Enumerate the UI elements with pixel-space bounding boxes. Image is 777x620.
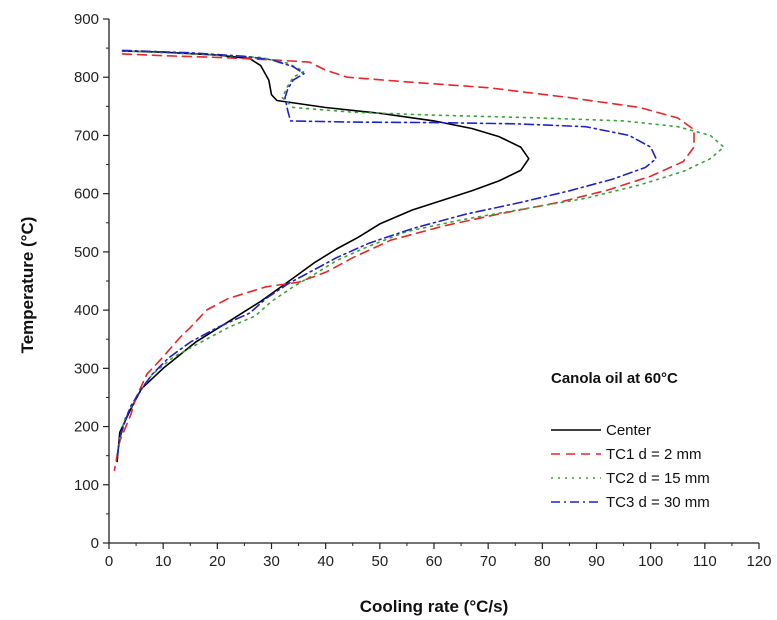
x-tick-label: 80	[534, 553, 551, 570]
legend-label-tc3: TC3 d = 30 mm	[606, 494, 710, 511]
x-tick-label: 20	[209, 553, 226, 570]
x-tick-label: 110	[693, 553, 717, 570]
x-tick-label: 0	[105, 553, 113, 570]
y-axis-title: Temperature (°C)	[18, 217, 37, 354]
y-tick-label: 600	[74, 186, 99, 203]
x-axis-title: Cooling rate (°C/s)	[360, 597, 508, 616]
x-tick-label: 120	[746, 553, 771, 570]
legend-label-center: Center	[606, 422, 651, 439]
x-tick-label: 60	[426, 553, 443, 570]
series-layer	[113, 49, 725, 471]
y-tick-label: 200	[74, 419, 99, 436]
series-line-tc3	[116, 49, 657, 458]
y-tick-label: 900	[74, 11, 99, 28]
y-tick-label: 800	[74, 69, 99, 86]
x-tick-label: 40	[317, 553, 334, 570]
legend: Center TC1 d = 2 mm TC2 d = 15 mm TC3 d …	[551, 422, 710, 511]
y-tick-label: 400	[74, 302, 99, 319]
x-tick-label: 90	[588, 553, 605, 570]
annotation-label: Canola oil at 60°C	[551, 370, 678, 387]
x-tick-label: 100	[638, 553, 663, 570]
axes: 0 10 20 30 40 50 60 70 80 90 100 110 120 0 100 200 300 40…	[74, 11, 772, 570]
y-tick-label: 100	[74, 477, 99, 494]
y-tick-label: 500	[74, 244, 99, 261]
x-tick-label: 30	[263, 553, 280, 570]
legend-label-tc1: TC1 d = 2 mm	[606, 446, 701, 463]
y-tick-label: 300	[74, 360, 99, 377]
series-line-tc2	[116, 50, 725, 460]
x-tick-label: 10	[155, 553, 172, 570]
y-tick-label: 700	[74, 127, 99, 144]
legend-label-tc2: TC2 d = 15 mm	[606, 470, 710, 487]
x-tick-label: 50	[371, 553, 388, 570]
y-tick-label: 0	[91, 535, 99, 552]
x-tick-label: 70	[480, 553, 497, 570]
series-line-center	[116, 50, 530, 463]
